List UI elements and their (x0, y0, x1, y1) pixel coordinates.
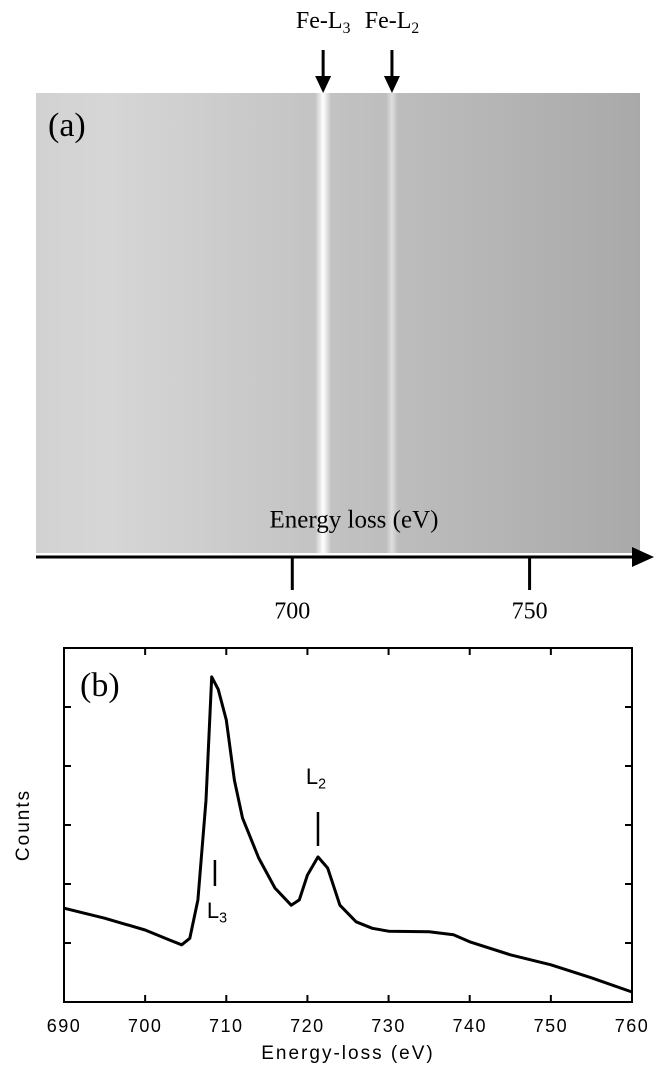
edge-label: L3 (207, 898, 227, 927)
x-axis-arrow (632, 547, 654, 567)
edge-label: Fe-L3 (296, 8, 351, 37)
edge-arrow-head (383, 76, 400, 93)
x-tick-label: 730 (371, 1016, 406, 1036)
edge-label: L2 (306, 764, 326, 793)
x-tick-label: 690 (47, 1016, 82, 1036)
x-tick-label: 700 (128, 1016, 163, 1036)
spectrum-line (63, 675, 633, 994)
edge-band (315, 93, 332, 553)
x-tick-label: 750 (534, 1016, 569, 1036)
edge-label-main: L (306, 764, 318, 789)
edge-label-sub: 3 (343, 20, 351, 37)
edge-label-main: L (207, 898, 219, 923)
panel-label: (a) (48, 107, 86, 144)
x-tick-label: 720 (290, 1016, 325, 1036)
edge-label: Fe-L2 (365, 8, 419, 37)
x-tick-label: 700 (274, 599, 310, 625)
y-axis-title: Counts (13, 789, 34, 861)
edge-band (385, 93, 398, 553)
x-axis-title: Energy-loss (eV) (261, 1043, 435, 1064)
x-tick-label: 760 (615, 1016, 650, 1036)
edge-arrow-head (315, 76, 332, 93)
x-tick-label: 750 (512, 599, 548, 625)
edge-label-main: Fe-L (365, 8, 412, 34)
edge-label-sub: 3 (219, 910, 227, 926)
x-axis-title: Energy loss (eV) (270, 507, 439, 534)
plot-frame (63, 647, 633, 1003)
edge-label-sub: 2 (318, 776, 326, 792)
x-tick-label: 740 (452, 1016, 487, 1036)
panel-label: (b) (80, 667, 120, 704)
edge-label-main: Fe-L (296, 8, 343, 34)
x-tick-label: 710 (209, 1016, 244, 1036)
spectrum-image (36, 93, 640, 553)
edge-label-sub: 2 (411, 20, 419, 37)
